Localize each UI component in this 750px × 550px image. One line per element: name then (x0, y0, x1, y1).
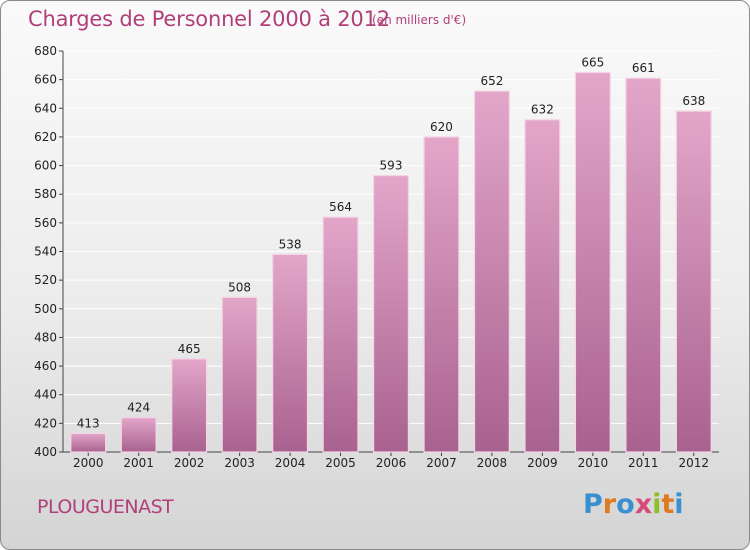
bar (221, 296, 258, 453)
x-tick-label: 2001 (123, 456, 154, 470)
y-tick-label: 520 (34, 273, 57, 287)
bar (372, 174, 410, 453)
x-tick-labels: 2000 2001 2002 2003 2004 2005 2006 2007 2008 2009… (73, 456, 709, 470)
data-label: 661 (632, 61, 655, 75)
bar (625, 77, 662, 453)
y-tick-label: 640 (34, 101, 57, 115)
bar (423, 136, 460, 453)
data-label: 632 (531, 103, 554, 117)
y-tick-labels: 400 420 440 460 480 500 520 540 560 580 600 620 640 6… (34, 44, 57, 459)
chart-title: Charges de Personnel 2000 à 2012 (28, 7, 390, 31)
y-tick-label: 540 (34, 245, 57, 259)
y-tick-label: 400 (34, 445, 57, 459)
logo-letter: t (661, 489, 675, 520)
bar (574, 71, 611, 453)
data-label: 593 (380, 159, 403, 173)
commune-name: PLOUGUENAST (37, 496, 174, 518)
chart-subtitle: (en milliers d'€) (372, 13, 467, 27)
x-tick-label: 2006 (376, 456, 407, 470)
y-tick-label: 440 (34, 388, 57, 402)
data-label: 413 (77, 416, 100, 430)
bar (171, 358, 208, 453)
data-label: 652 (480, 74, 503, 88)
y-tick-label: 460 (34, 359, 57, 373)
x-tick-label: 2010 (578, 456, 609, 470)
x-tick-label: 2012 (678, 456, 709, 470)
x-tick-label: 2011 (628, 456, 659, 470)
bar (322, 216, 359, 453)
y-tick-label: 660 (34, 73, 57, 87)
y-tick-label: 420 (34, 416, 57, 430)
logo-letter: P (583, 489, 603, 520)
y-tick-label: 560 (34, 216, 57, 230)
bar (524, 119, 561, 453)
data-label: 638 (682, 94, 705, 108)
logo-letter: i (674, 489, 684, 520)
y-tick-label: 500 (34, 302, 57, 316)
bar (272, 253, 309, 453)
data-label: 424 (127, 401, 150, 415)
bar (120, 417, 157, 453)
y-tick-label: 480 (34, 330, 57, 344)
x-tick-label: 2003 (224, 456, 255, 470)
logo-letter: x (634, 489, 653, 520)
data-label: 564 (329, 200, 352, 214)
data-label: 538 (279, 237, 302, 251)
bar (473, 90, 510, 453)
data-label: 620 (430, 120, 453, 134)
x-tick-label: 2007 (426, 456, 457, 470)
x-tick-label: 2005 (325, 456, 356, 470)
data-label: 665 (581, 55, 604, 69)
x-tick-label: 2000 (73, 456, 104, 470)
x-tick-label: 2009 (527, 456, 558, 470)
logo-letter: r (602, 489, 617, 520)
y-tick-label: 600 (34, 159, 57, 173)
x-tick-label: 2002 (174, 456, 205, 470)
x-tick-label: 2008 (477, 456, 508, 470)
data-label: 508 (228, 280, 251, 294)
proxiti-logo: Proxiti (583, 489, 693, 523)
logo-letter: o (616, 489, 635, 520)
x-tick-label: 2004 (275, 456, 306, 470)
bars: 413 424 465 508 538 564 593 620 652 632 665 661 638 (70, 55, 712, 453)
bar (675, 110, 712, 453)
y-tick-label: 580 (34, 187, 57, 201)
data-label: 465 (178, 342, 201, 356)
logo-letter: i (652, 489, 662, 520)
y-tick-label: 620 (34, 130, 57, 144)
y-tick-label: 680 (34, 44, 57, 58)
bar (70, 432, 107, 453)
